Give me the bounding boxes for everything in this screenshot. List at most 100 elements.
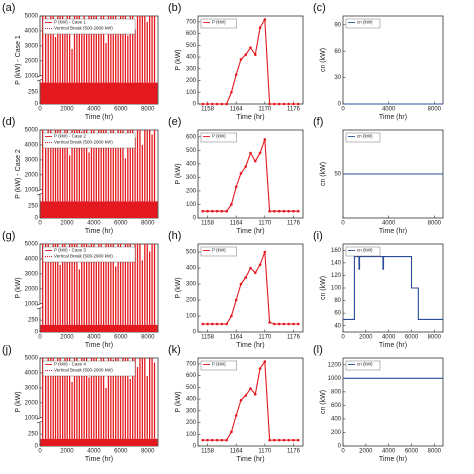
y-tick-label: 200 (186, 78, 197, 84)
legend-box (200, 360, 237, 371)
marker (258, 367, 262, 370)
axis-break-gap (38, 418, 43, 423)
marker (282, 322, 286, 326)
y-tick-label: 4000 (25, 143, 39, 149)
marker (273, 102, 276, 106)
marker (211, 102, 214, 106)
x-axis-label: Time (hr) (85, 114, 113, 121)
x-tick-label: 1176 (287, 107, 301, 113)
legend-box (200, 18, 237, 29)
y-tick-label: 400 (186, 266, 197, 272)
y-tick-label: 100 (186, 202, 197, 208)
marker (268, 102, 271, 106)
legend-box (345, 360, 381, 371)
x-tick-label: 1158 (201, 449, 215, 455)
y-axis-label: P (kW) (175, 49, 182, 70)
marker (201, 102, 205, 106)
marker (239, 172, 243, 175)
marker (273, 322, 276, 326)
y-tick-label: 500 (186, 250, 197, 256)
panel-label: (f) (313, 116, 323, 128)
panel: (f) 50 0 4000 8000 Time (hr) cn (kW) cn (kW) (313, 116, 444, 235)
marker (239, 398, 243, 402)
marker (201, 322, 205, 326)
x-tick-label: 0 (38, 221, 42, 227)
y-tick-label: 2000 (25, 400, 39, 406)
x-tick-label: 4000 (382, 449, 396, 455)
marker (296, 102, 300, 106)
x-tick-label: 0 (341, 107, 345, 113)
y-tick-label: 200 (331, 430, 342, 436)
marker (273, 209, 276, 213)
y-tick-label: 0 (338, 102, 342, 108)
marker (225, 102, 228, 106)
y-axis-label: P (kW) - Case 2 (15, 149, 22, 199)
y-tick-label: 40 (334, 323, 341, 329)
plot-frame (197, 243, 304, 333)
marker (296, 209, 300, 213)
legend-text: P (kW) - Case 2 (54, 134, 86, 139)
marker (268, 209, 271, 213)
y-tick-label: 400 (186, 55, 197, 61)
y-tick-label: 5000 (25, 242, 39, 248)
plot-frame (342, 357, 444, 447)
marker (211, 209, 214, 213)
x-axis-label: Time (hr) (379, 114, 407, 121)
x-axis-label: Time (hr) (85, 456, 113, 463)
marker (287, 438, 290, 442)
x-axis-label: Time (hr) (85, 342, 113, 349)
y-axis-label: P (kW) (15, 277, 22, 298)
y-tick-label: 0 (35, 102, 39, 108)
y-tick-label: 4000 (25, 371, 39, 377)
axis-break-mark (36, 192, 44, 196)
y-tick-label: 3000 (25, 385, 39, 391)
legend-text: P (kW) (212, 248, 226, 253)
y-tick-label: 0 (338, 444, 342, 450)
marker (292, 102, 295, 106)
marker (296, 438, 300, 442)
y-axis-label: P (kW) (175, 391, 182, 412)
marker (215, 102, 219, 106)
x-tick-label: 1158 (201, 107, 215, 113)
legend-box (42, 18, 136, 35)
marker (225, 322, 228, 326)
x-tick-label: 0 (38, 335, 42, 341)
y-tick-label: 800 (331, 389, 342, 395)
y-tick-label: 400 (186, 161, 197, 167)
marker (287, 102, 290, 106)
x-tick-label: 0 (341, 449, 345, 455)
y-tick-label: 4000 (25, 257, 39, 263)
marker (206, 438, 209, 442)
y-tick-label: 100 (331, 286, 342, 292)
marker (277, 322, 281, 326)
y-tick-label: 300 (186, 408, 197, 414)
axis-break-mark (36, 306, 44, 310)
marker (220, 102, 224, 106)
marker (201, 438, 205, 442)
marker (292, 322, 295, 326)
axis-break-mark (36, 74, 44, 78)
x-tick-label: 1176 (287, 221, 301, 227)
panel-label: (k) (168, 344, 181, 356)
marker (206, 322, 209, 326)
x-tick-label: 8000 (428, 107, 442, 113)
marker (215, 438, 219, 442)
marker (234, 185, 238, 189)
legend-text: Vertical Break (500-2900 kW) (54, 26, 113, 31)
marker (263, 360, 267, 363)
y-tick-label: 400 (186, 397, 197, 403)
x-tick-label: 2000 (359, 449, 373, 455)
legend-box (200, 246, 237, 257)
marker (239, 58, 243, 61)
axis-break-mark (36, 302, 44, 306)
marker (244, 53, 248, 57)
marker (287, 209, 290, 213)
x-tick-label: 1176 (287, 449, 301, 455)
x-tick-label: 2000 (60, 335, 74, 341)
legend-box (42, 360, 136, 377)
marker (277, 209, 281, 213)
legend-box (345, 132, 381, 143)
y-tick-label: 200 (186, 420, 197, 426)
y-tick-label: 1000 (328, 376, 342, 382)
